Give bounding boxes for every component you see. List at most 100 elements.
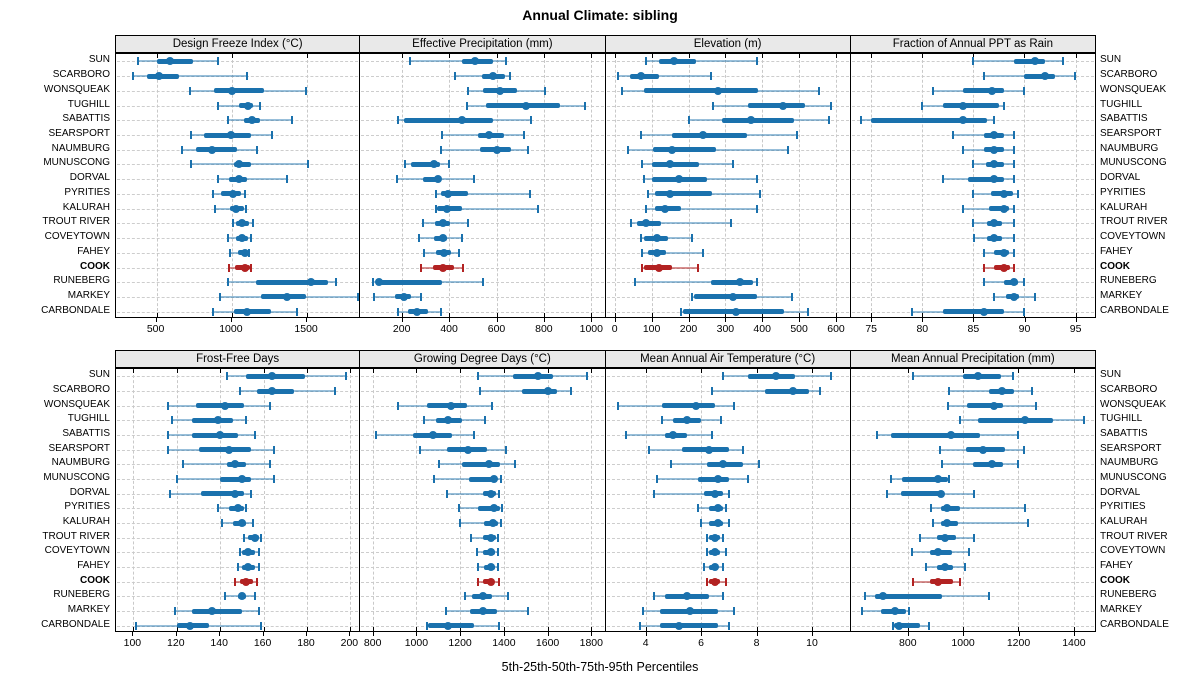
station-label-right-kalurah: KALURAH <box>1100 201 1148 213</box>
whisker-cap-5 <box>982 248 985 257</box>
inner-tick-top <box>762 54 764 58</box>
median-dot <box>237 234 246 242</box>
whisker-cap-5 <box>167 401 170 410</box>
inner-tick-bottom <box>922 313 924 317</box>
panel-title: Mean Annual Air Temperature (°C) <box>640 353 816 365</box>
whisker-cap-95 <box>1017 431 1020 439</box>
inner-tick-top <box>156 54 158 58</box>
median-dot <box>237 519 246 527</box>
median-dot <box>941 533 950 542</box>
whisker-cap-5 <box>409 57 412 66</box>
whisker-cap-95 <box>731 160 734 169</box>
station-label-left-sun: SUN <box>88 54 110 66</box>
median-dot <box>711 563 719 571</box>
whisker-cap-5 <box>948 387 951 395</box>
whisker-cap-95 <box>818 86 821 95</box>
box-25-75 <box>156 58 194 64</box>
station-label-left-naumburg: NAUMBURG <box>51 457 110 469</box>
median-dot <box>458 116 467 125</box>
whisker-cap-95 <box>1013 145 1016 154</box>
row-gridline <box>851 135 1094 136</box>
box-25-75 <box>440 191 469 197</box>
whisker-cap-95 <box>702 248 705 257</box>
median-dot <box>282 292 291 301</box>
whisker-cap-95 <box>528 189 531 198</box>
axis-tick <box>132 632 134 636</box>
whisker-cap-5 <box>458 504 461 513</box>
whisker-cap-5 <box>626 145 629 154</box>
row-gridline <box>361 179 604 181</box>
whisker-cap-95 <box>291 116 293 125</box>
tick-gridline <box>1018 370 1020 630</box>
whisker-cap-5 <box>962 204 965 213</box>
whisker-cap-5 <box>910 548 913 557</box>
station-label-left-dorval: DORVAL <box>69 172 110 184</box>
row-gridline <box>117 282 359 284</box>
whisker-cap-95 <box>585 372 588 381</box>
whisker-cap-5 <box>639 234 642 242</box>
panel-strip-design-freeze-index-c-: Design Freeze Index (°C) <box>115 35 361 53</box>
whisker-cap-95 <box>988 592 991 601</box>
median-dot <box>713 519 722 527</box>
whisker-cap-5 <box>617 72 620 81</box>
whisker-cap-5 <box>227 263 230 272</box>
row-gridline <box>851 596 1094 598</box>
whisker-cap-5 <box>859 116 862 125</box>
whisker-cap-95 <box>245 204 248 213</box>
median-dot <box>1000 189 1009 198</box>
inner-tick-bottom <box>973 313 975 317</box>
whisker-cap-5 <box>711 101 714 110</box>
whisker-cap-95 <box>584 101 587 110</box>
whisker-cap-5 <box>231 219 234 228</box>
row-gridline <box>606 252 849 254</box>
row-gridline <box>117 376 359 378</box>
panel-growing-degree-days-c- <box>360 368 606 632</box>
station-label-right-fahey: FAHEY <box>1100 245 1133 257</box>
whisker-cap-95 <box>725 577 727 586</box>
tick-gridline <box>176 370 178 630</box>
axis-tick <box>401 318 403 322</box>
inner-tick-top <box>973 54 975 58</box>
axis-tick <box>449 318 451 322</box>
whisker-cap-5 <box>705 548 708 557</box>
station-label-right-searsport: SEARSPORT <box>1100 128 1162 139</box>
station-label-right-wonsqueak: WONSQUEAK <box>1100 398 1167 410</box>
row-gridline <box>606 493 849 495</box>
whisker-cap-95 <box>1024 504 1027 513</box>
station-label-right-coveytown: COVEYTOWN <box>1100 545 1166 557</box>
median-dot <box>1010 292 1019 301</box>
whisker-cap-95 <box>258 607 261 615</box>
whisker-cap-95 <box>1003 101 1006 110</box>
median-dot <box>675 175 684 184</box>
tick-gridline <box>263 370 265 630</box>
median-dot <box>653 234 662 242</box>
whisker-cap-95 <box>709 72 712 81</box>
whisker-cap-95 <box>727 621 730 630</box>
whisker-cap-5 <box>625 431 628 439</box>
row-gridline <box>606 508 849 510</box>
median-dot <box>543 387 552 395</box>
tick-gridline <box>688 55 690 316</box>
row-gridline <box>851 208 1094 210</box>
median-dot <box>714 86 722 95</box>
row-gridline <box>606 193 849 195</box>
inner-tick-bottom <box>799 313 801 317</box>
median-dot <box>447 401 456 410</box>
whisker-cap-95 <box>959 577 962 586</box>
median-dot <box>439 234 448 242</box>
whisker-cap-5 <box>238 387 241 395</box>
box-25-75 <box>477 505 500 511</box>
tick-gridline <box>922 55 924 316</box>
median-dot <box>942 519 951 527</box>
whisker-cap-5 <box>463 592 466 601</box>
axis-tick-label: 8 <box>753 637 760 649</box>
box-25-75 <box>942 309 1005 315</box>
row-gridline <box>361 523 604 524</box>
median-dot <box>231 460 240 469</box>
median-dot <box>233 504 242 513</box>
median-dot <box>428 431 437 439</box>
panel-strip-effective-precipitation-mm-: Effective Precipitation (mm) <box>360 35 606 53</box>
row-gridline <box>117 537 359 539</box>
axis-tick <box>836 318 837 322</box>
row-gridline <box>606 625 849 627</box>
